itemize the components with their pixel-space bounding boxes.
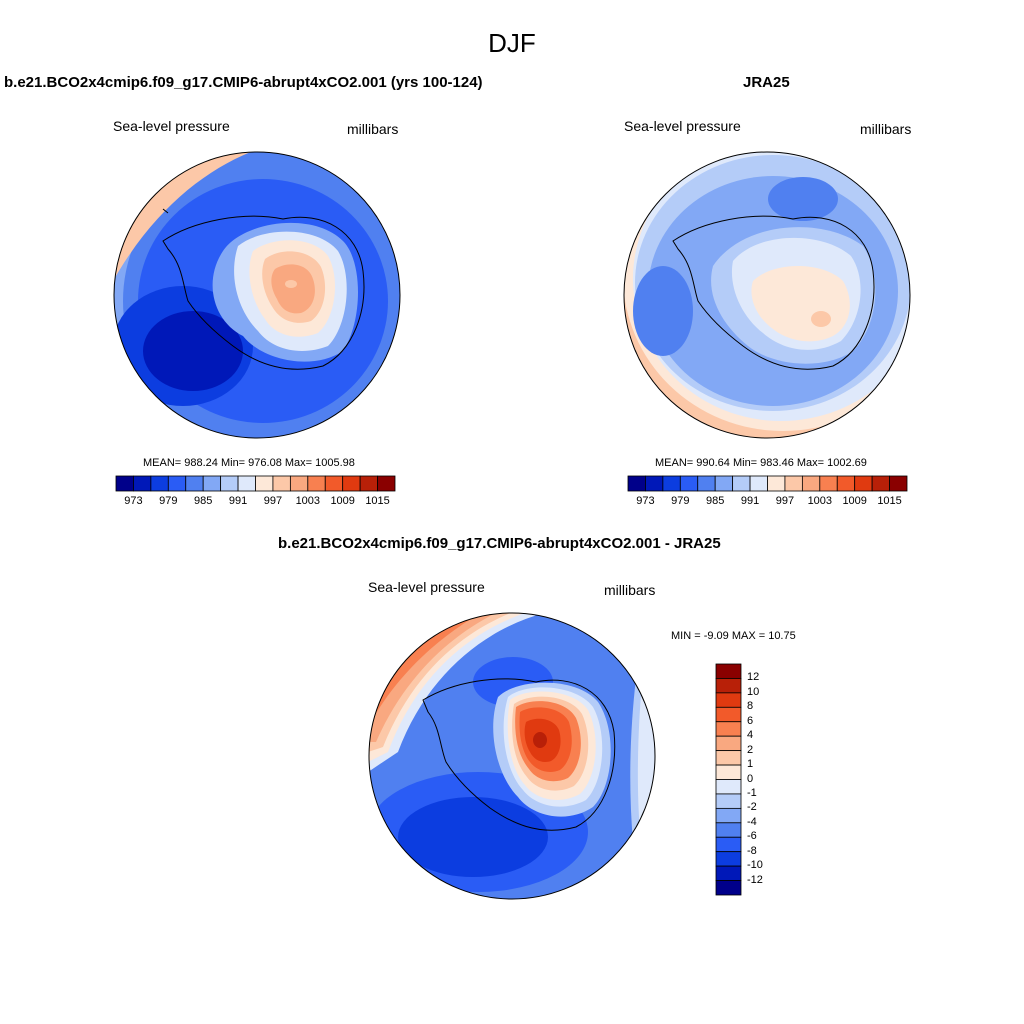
colorbar-swatch	[167, 475, 187, 492]
colorbar-swatch	[715, 750, 742, 766]
colorbar-swatch	[715, 735, 742, 752]
model-variable-label: Sea-level pressure	[113, 118, 230, 134]
colorbar-tick-label: -10	[747, 859, 763, 872]
colorbar-swatch	[854, 475, 873, 492]
colorbar-swatch	[715, 793, 742, 809]
colorbar-swatch	[715, 807, 742, 824]
colorbar-tick-label: -1	[747, 786, 757, 799]
colorbar-swatch	[697, 475, 716, 492]
colorbar-tick-label: 973	[124, 495, 143, 507]
obs-polar-map	[623, 151, 911, 439]
colorbar-swatch	[871, 475, 890, 492]
colorbar-tick-label: -8	[747, 844, 757, 857]
model-panel-title: b.e21.BCO2x4cmip6.f09_g17.CMIP6-abrupt4x…	[4, 74, 483, 91]
colorbar-tick-label: 973	[636, 495, 655, 507]
colorbar-swatch	[272, 475, 291, 492]
diff-colorbar	[715, 663, 742, 896]
colorbar-tick-label: 985	[194, 495, 213, 507]
model-stats-text: MEAN= 988.24 Min= 976.08 Max= 1005.98	[143, 457, 355, 469]
colorbar-tick-label: 8	[747, 700, 754, 713]
colorbar-swatch	[715, 836, 742, 853]
obs-stats-text: MEAN= 990.64 Min= 983.46 Max= 1002.69	[655, 457, 867, 469]
colorbar-swatch	[324, 475, 344, 492]
model-colorbar	[115, 475, 396, 492]
colorbar-swatch	[715, 865, 742, 881]
diff-polar-map	[368, 612, 656, 900]
colorbar-swatch	[342, 475, 361, 492]
colorbar-tick-label: 979	[671, 495, 690, 507]
diff-panel-title: b.e21.BCO2x4cmip6.f09_g17.CMIP6-abrupt4x…	[278, 535, 721, 552]
colorbar-swatch	[220, 475, 239, 492]
colorbar-swatch	[377, 475, 396, 492]
colorbar-swatch	[715, 880, 742, 896]
model-polar-map	[113, 151, 401, 439]
colorbar-swatch	[889, 475, 908, 492]
colorbar-swatch	[749, 475, 768, 492]
model-units-label: millibars	[347, 121, 399, 137]
obs-variable-label: Sea-level pressure	[624, 118, 741, 134]
colorbar-swatch	[767, 475, 786, 492]
colorbar-swatch	[133, 475, 152, 492]
colorbar-tick-label: 1003	[295, 495, 321, 507]
colorbar-swatch	[732, 475, 751, 492]
figure-title: DJF	[488, 28, 536, 58]
obs-panel-title: JRA25	[743, 74, 790, 91]
colorbar-tick-label: 1003	[807, 495, 833, 507]
colorbar-tick-label: 1015	[877, 495, 902, 507]
colorbar-tick-label: 1009	[842, 495, 867, 507]
colorbar-tick-label: 1009	[330, 495, 355, 507]
diff-stats-text: MIN = -9.09 MAX = 10.75	[671, 630, 796, 642]
colorbar-swatch	[679, 475, 699, 492]
colorbar-tick-label: 991	[228, 495, 248, 507]
colorbar-swatch	[715, 822, 742, 838]
colorbar-tick-label: 10	[747, 685, 760, 698]
colorbar-swatch	[715, 663, 742, 679]
colorbar-swatch	[185, 475, 204, 492]
colorbar-swatch	[627, 475, 646, 492]
diff-units-label: millibars	[604, 582, 656, 598]
colorbar-tick-label: 12	[747, 671, 760, 684]
obs-colorbar	[627, 475, 908, 492]
colorbar-swatch	[255, 475, 274, 492]
colorbar-tick-label: 985	[706, 495, 725, 507]
colorbar-swatch	[307, 475, 326, 492]
colorbar-tick-label: -2	[747, 801, 757, 814]
colorbar-swatch	[202, 475, 222, 492]
colorbar-swatch	[715, 678, 742, 694]
colorbar-swatch	[784, 475, 803, 492]
colorbar-swatch	[715, 706, 742, 723]
colorbar-swatch	[801, 475, 821, 492]
colorbar-tick-label: 1	[747, 758, 754, 771]
colorbar-swatch	[289, 475, 309, 492]
colorbar-tick-label: 2	[747, 743, 754, 756]
colorbar-swatch	[836, 475, 856, 492]
colorbar-swatch	[714, 475, 734, 492]
colorbar-swatch	[150, 475, 169, 492]
colorbar-swatch	[662, 475, 681, 492]
colorbar-swatch	[237, 475, 256, 492]
colorbar-swatch	[645, 475, 664, 492]
colorbar-swatch	[819, 475, 838, 492]
colorbar-swatch	[715, 692, 742, 708]
diff-variable-label: Sea-level pressure	[368, 579, 485, 595]
colorbar-swatch	[359, 475, 378, 492]
colorbar-tick-label: 4	[747, 729, 754, 742]
obs-units-label: millibars	[860, 121, 912, 137]
colorbar-tick-label: -6	[747, 830, 757, 843]
colorbar-swatch	[715, 721, 742, 737]
colorbar-tick-label: -12	[747, 873, 763, 886]
colorbar-tick-label: 997	[775, 495, 795, 507]
colorbar-tick-label: 979	[159, 495, 178, 507]
colorbar-tick-label: 6	[747, 714, 754, 727]
colorbar-tick-label: 1015	[365, 495, 390, 507]
colorbar-swatch	[715, 779, 742, 795]
colorbar-swatch	[715, 851, 742, 867]
colorbar-swatch	[715, 764, 742, 780]
colorbar-swatch	[115, 475, 134, 492]
colorbar-tick-label: 997	[263, 495, 283, 507]
colorbar-tick-label: 0	[747, 772, 754, 785]
colorbar-tick-label: -4	[747, 815, 757, 828]
colorbar-tick-label: 991	[740, 495, 760, 507]
